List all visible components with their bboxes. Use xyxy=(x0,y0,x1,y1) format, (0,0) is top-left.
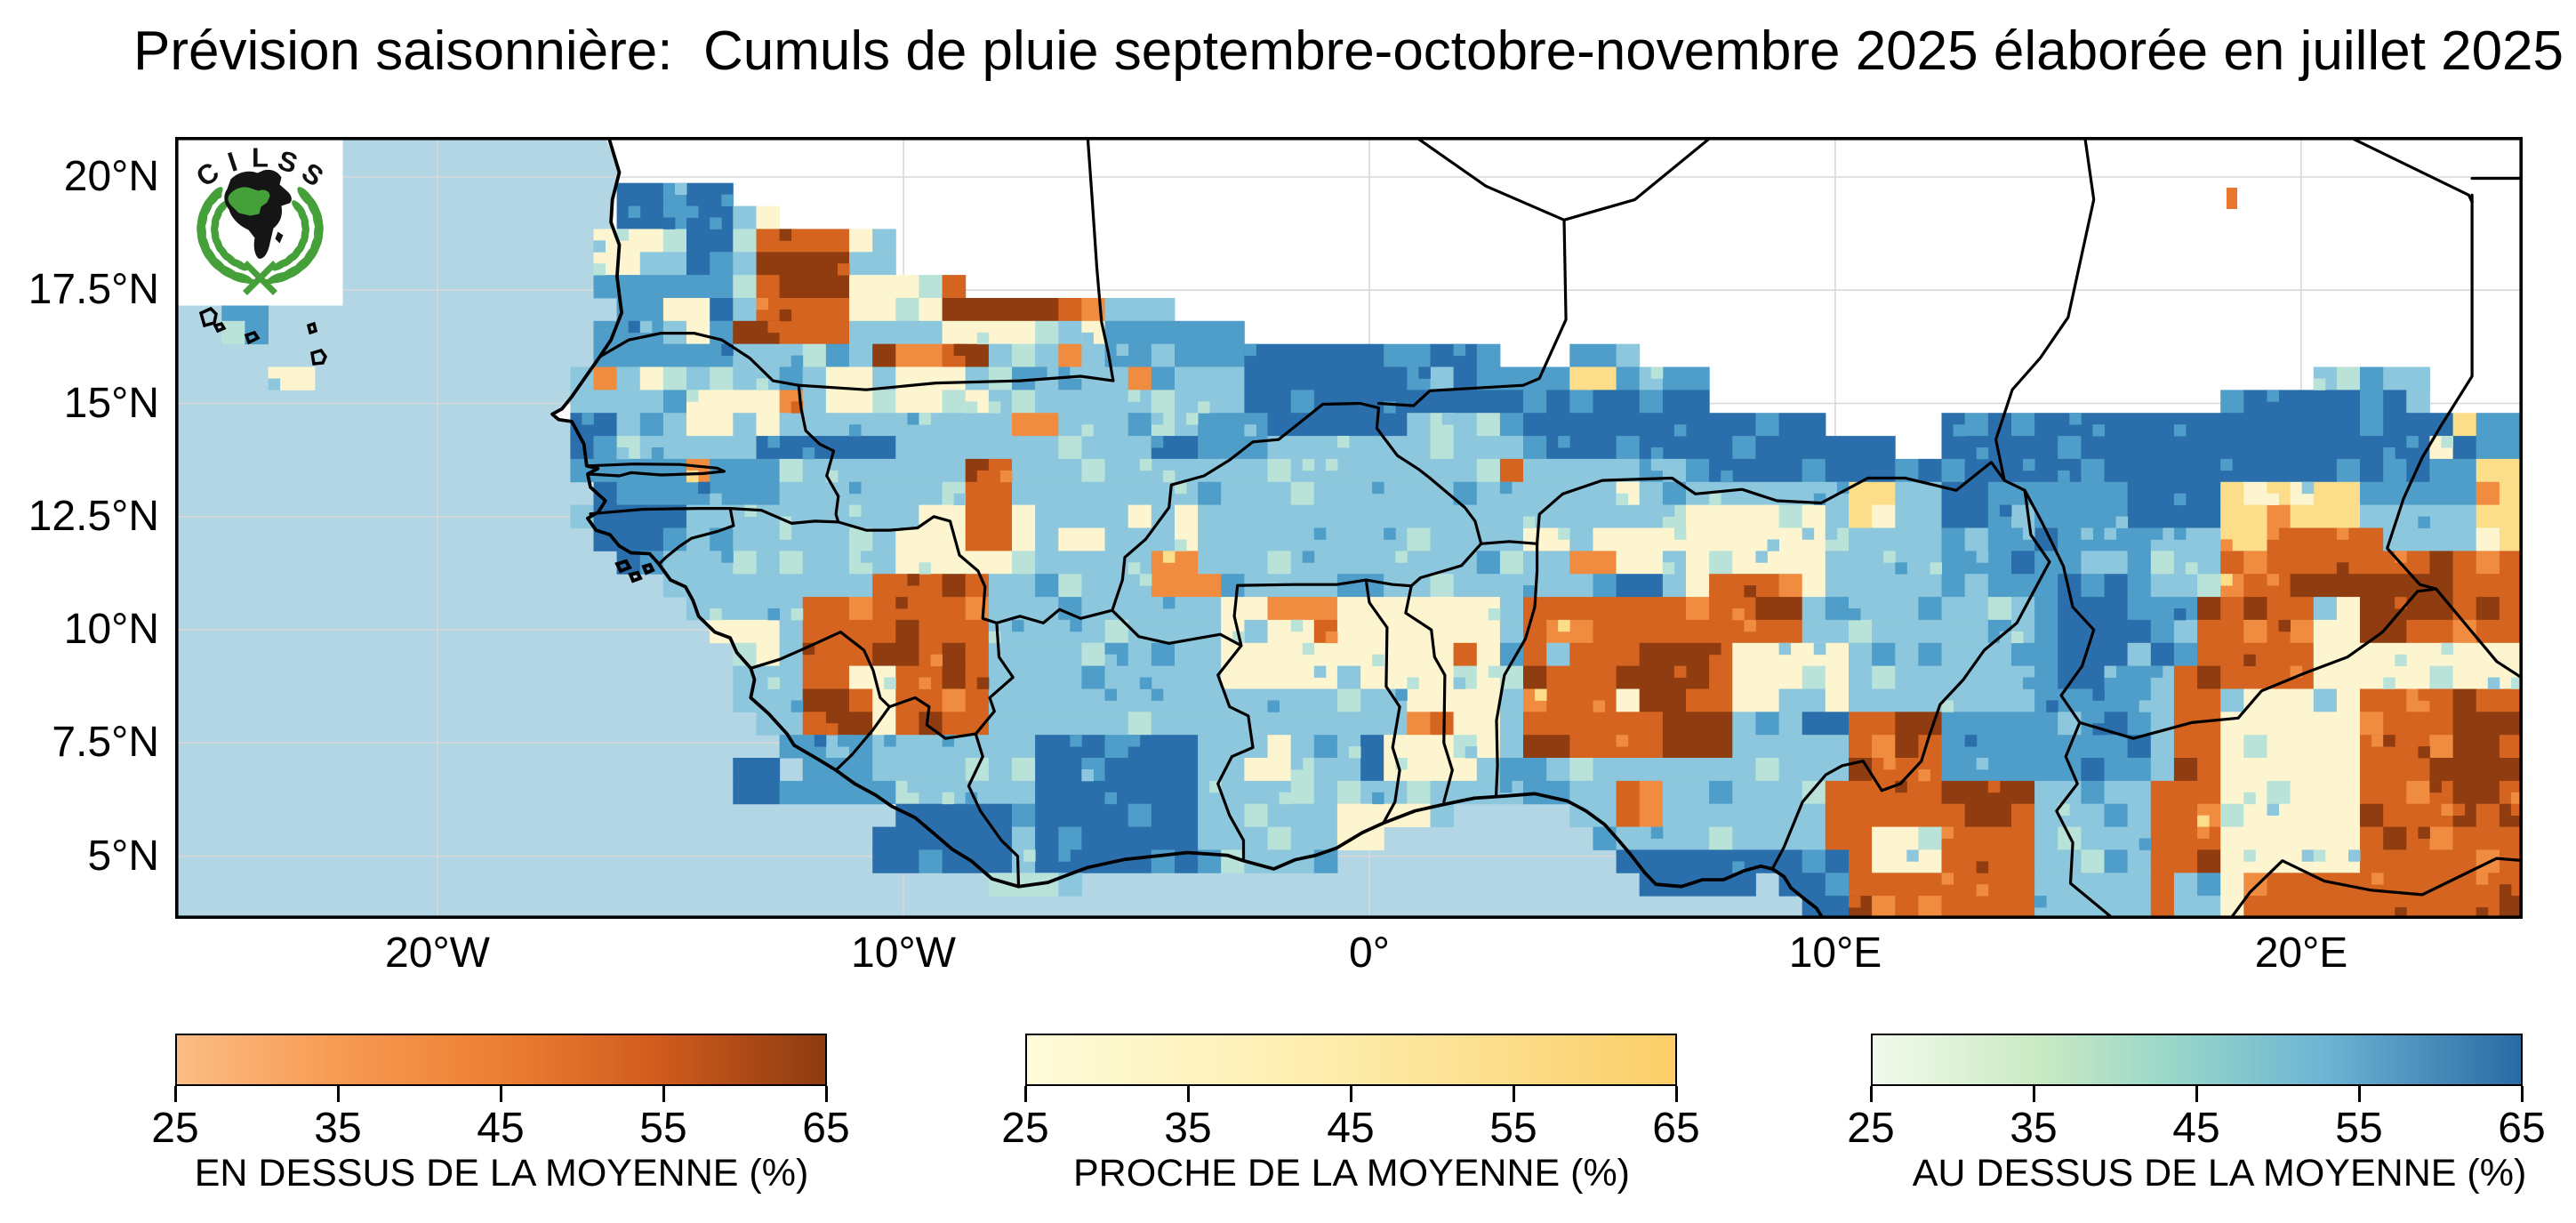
svg-text:L: L xyxy=(252,142,269,173)
